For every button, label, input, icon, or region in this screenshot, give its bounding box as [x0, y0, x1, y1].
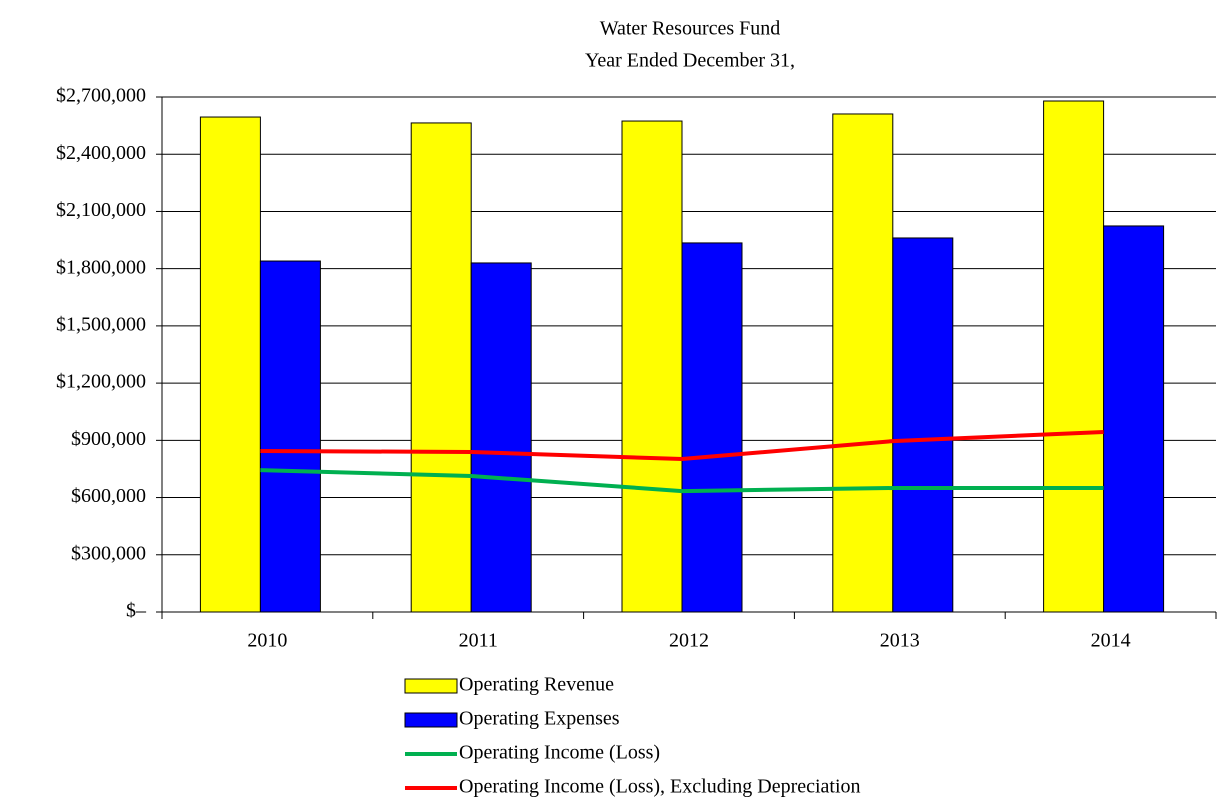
y-tick-label: $1,800,000: [56, 256, 146, 278]
legend-label: Operating Expenses: [459, 708, 620, 730]
bar: [892, 237, 954, 613]
y-tick-label: $1,500,000: [56, 313, 146, 335]
y-tick-label: $–: [126, 600, 147, 622]
legend-swatch: [404, 678, 458, 694]
x-tick-label: 2012: [669, 630, 709, 652]
y-tick-label: $1,200,000: [56, 371, 146, 393]
chart-subtitle: Year Ended December 31,: [585, 50, 795, 72]
bar: [470, 262, 532, 613]
bar: [832, 113, 894, 613]
y-tick-label: $900,000: [71, 428, 146, 450]
legend-label: Operating Income (Loss): [459, 742, 660, 764]
bar: [199, 116, 261, 613]
x-tick-label: 2013: [880, 630, 920, 652]
y-tick-label: $600,000: [71, 485, 146, 507]
x-tick-label: 2010: [247, 630, 287, 652]
legend-label: Operating Income (Loss), Excluding Depre…: [459, 776, 861, 798]
line: [260, 468, 1104, 494]
legend-swatch: [404, 712, 458, 728]
bar: [621, 120, 683, 613]
y-tick-label: $2,100,000: [56, 199, 146, 221]
bar: [681, 242, 743, 613]
bar: [1043, 100, 1105, 613]
bar: [259, 260, 321, 613]
y-tick-label: $2,700,000: [56, 85, 146, 107]
x-tick-label: 2014: [1091, 630, 1131, 652]
bar: [410, 122, 472, 613]
y-tick-label: $300,000: [71, 542, 146, 564]
bar: [1103, 225, 1165, 613]
line: [260, 429, 1104, 462]
chart-title: Water Resources Fund: [600, 18, 781, 40]
y-tick-label: $2,400,000: [56, 142, 146, 164]
legend-label: Operating Revenue: [459, 674, 614, 696]
x-tick-label: 2011: [459, 630, 498, 652]
